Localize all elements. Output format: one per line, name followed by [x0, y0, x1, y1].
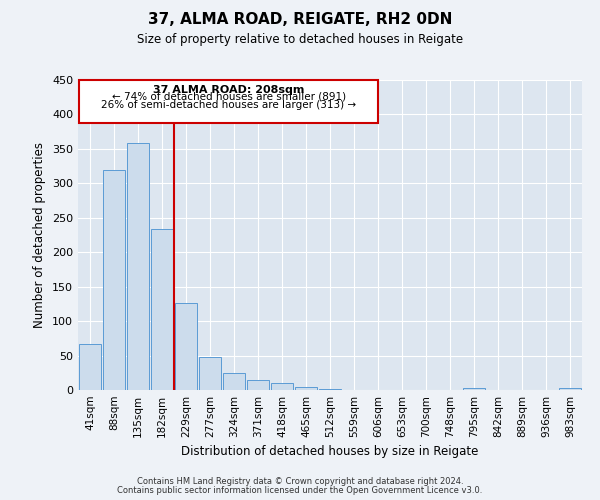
Text: Contains HM Land Registry data © Crown copyright and database right 2024.: Contains HM Land Registry data © Crown c…	[137, 477, 463, 486]
Bar	[247, 380, 269, 390]
Bar	[463, 388, 485, 390]
Text: Contains public sector information licensed under the Open Government Licence v3: Contains public sector information licen…	[118, 486, 482, 495]
Bar	[103, 170, 125, 390]
Y-axis label: Number of detached properties: Number of detached properties	[34, 142, 46, 328]
Text: 26% of semi-detached houses are larger (313) →: 26% of semi-detached houses are larger (…	[101, 100, 356, 110]
Bar	[559, 388, 581, 390]
Text: Size of property relative to detached houses in Reigate: Size of property relative to detached ho…	[137, 32, 463, 46]
Bar	[223, 374, 245, 390]
Bar	[79, 344, 101, 390]
Bar	[295, 387, 317, 390]
Bar	[199, 357, 221, 390]
Bar	[79, 80, 378, 122]
Text: ← 74% of detached houses are smaller (891): ← 74% of detached houses are smaller (89…	[112, 92, 346, 102]
Bar	[127, 144, 149, 390]
X-axis label: Distribution of detached houses by size in Reigate: Distribution of detached houses by size …	[181, 446, 479, 458]
Bar	[151, 229, 173, 390]
Bar	[175, 302, 197, 390]
Text: 37, ALMA ROAD, REIGATE, RH2 0DN: 37, ALMA ROAD, REIGATE, RH2 0DN	[148, 12, 452, 28]
Bar	[271, 383, 293, 390]
Text: 37 ALMA ROAD: 208sqm: 37 ALMA ROAD: 208sqm	[153, 85, 304, 95]
